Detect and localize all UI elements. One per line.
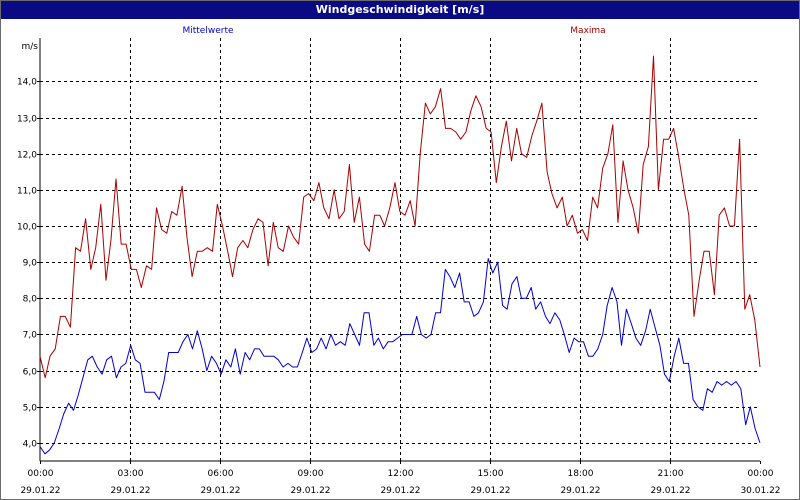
x-tick-time-label: 00:00 <box>28 469 54 479</box>
y-tick-label: 9,0 <box>23 259 38 269</box>
legend-maxima: Maxima <box>570 26 605 36</box>
x-tick-time-label: 06:00 <box>208 469 234 479</box>
series-lines <box>39 55 761 455</box>
legend-mittelwerte: Mittelwerte <box>182 26 233 36</box>
chart-title: Windgeschwindigkeit [m/s] <box>1 1 799 19</box>
x-tick-date-label: 29.01.22 <box>200 486 240 496</box>
series-line-maxima <box>39 55 761 379</box>
x-axis-ticks: 00:00 29.01.22 03:00 29.01.22 06:00 29.01.22 0… <box>20 461 781 496</box>
x-tick-date-label: 29.01.22 <box>380 486 420 496</box>
y-tick-label: 12,0 <box>17 151 37 161</box>
y-tick-label: 8,0 <box>23 295 38 305</box>
x-tick-date-label: 29.01.22 <box>20 486 60 496</box>
x-tick-time-label: 18:00 <box>568 469 594 479</box>
x-tick-date-label: 29.01.22 <box>470 486 510 496</box>
x-tick-date-label: 30.01.22 <box>740 486 780 496</box>
grid-lines <box>40 38 760 461</box>
y-tick-label: 14,0 <box>17 78 37 88</box>
x-tick-date-label: 29.01.22 <box>290 486 330 496</box>
y-tick-label: 13,0 <box>17 115 37 125</box>
y-tick-label: 5,0 <box>23 404 38 414</box>
x-tick-time-label: 21:00 <box>658 469 684 479</box>
x-tick-time-label: 15:00 <box>478 469 504 479</box>
x-tick-time-label: 12:00 <box>388 469 414 479</box>
y-tick-label: 7,0 <box>23 331 38 341</box>
y-axis-unit-label: m/s <box>22 42 39 52</box>
x-tick-time-label: 09:00 <box>298 469 324 479</box>
series-line-mittelwerte <box>39 258 761 455</box>
x-tick-time-label: 03:00 <box>118 469 144 479</box>
y-tick-label: 11,0 <box>17 187 37 197</box>
x-tick-date-label: 29.01.22 <box>650 486 690 496</box>
y-axis-ticks: 4,0 5,0 6,0 7,0 8,0 9,0 10,0 11,0 12,0 13,0 14,0 <box>17 78 40 450</box>
y-tick-label: 10,0 <box>17 223 37 233</box>
y-tick-label: 6,0 <box>23 368 38 378</box>
x-tick-date-label: 29.01.22 <box>560 486 600 496</box>
y-tick-label: 4,0 <box>23 440 38 450</box>
x-tick-time-label: 00:00 <box>748 469 774 479</box>
x-tick-date-label: 29.01.22 <box>110 486 150 496</box>
